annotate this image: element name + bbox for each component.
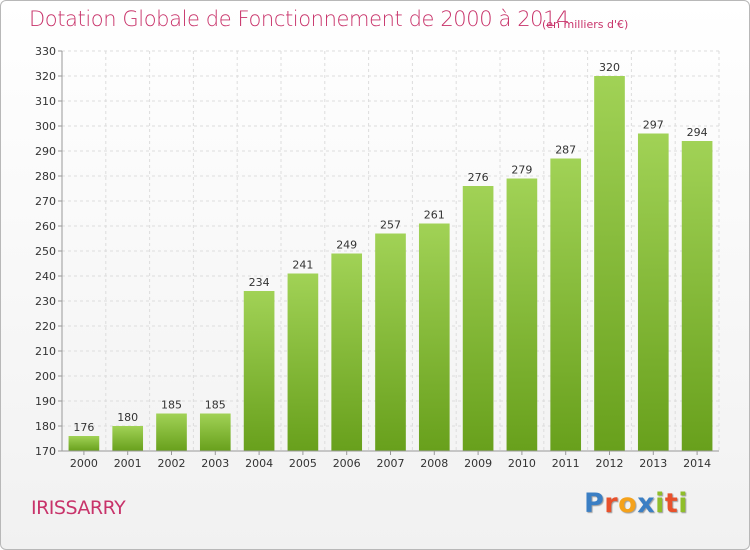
x-tick-label: 2002 [158,457,186,470]
chart-subtitle: (en milliers d'€) [542,18,629,31]
logo-letter: i [678,488,689,519]
bar [594,76,625,451]
labels: 170 180 190 200 210 220 230 240 250 260 270 280 290 3… [35,45,711,470]
x-tick-label: 2000 [70,457,98,470]
data-label: 185 [161,399,182,412]
commune-name: IRISSARRY [31,497,126,519]
data-label: 279 [511,164,532,177]
bar [331,253,363,451]
y-tick-label: 270 [35,195,56,208]
data-label: 261 [424,209,445,222]
y-tick-label: 220 [35,320,56,333]
logo-letter: i [655,488,665,519]
proxiti-logo: Proxiti [584,488,688,519]
bar [550,158,582,451]
x-tick-label: 2011 [552,457,580,470]
logo-letter: P [584,488,605,519]
bar [287,273,319,451]
x-tick-label: 2014 [683,457,711,470]
y-tick-label: 230 [35,295,56,308]
logo-letter: t [664,488,679,519]
bar [68,436,100,451]
bar [243,291,275,451]
x-tick-label: 2004 [245,457,273,470]
bar [199,413,231,451]
data-label: 287 [555,144,576,157]
y-tick-label: 180 [35,420,56,433]
bar [112,426,144,451]
y-tick-label: 280 [35,170,56,183]
bar [681,141,713,451]
y-tick-label: 170 [35,445,56,458]
bar [506,178,538,451]
logo-letter: x [637,488,656,519]
y-tick-label: 260 [35,220,56,233]
x-tick-label: 2005 [289,457,317,470]
x-tick-label: 2007 [377,457,405,470]
data-label: 185 [205,399,226,412]
axes [58,50,719,455]
data-label: 294 [687,126,708,139]
y-tick-label: 300 [35,120,56,133]
y-tick-label: 210 [35,345,56,358]
y-tick-label: 320 [35,70,56,83]
data-label: 297 [643,119,664,132]
bar [418,223,450,451]
y-tick-label: 310 [35,95,56,108]
y-tick-label: 200 [35,370,56,383]
bars [68,76,713,451]
data-label: 180 [117,411,138,424]
y-tick-label: 250 [35,245,56,258]
y-tick-label: 190 [35,395,56,408]
y-tick-label: 240 [35,270,56,283]
bar [156,413,187,451]
data-label: 276 [468,171,489,184]
x-tick-label: 2009 [464,457,492,470]
bar [375,233,406,451]
data-label: 320 [599,61,620,74]
x-tick-label: 2013 [639,457,667,470]
logo-letter: o [618,488,638,519]
y-tick-label: 290 [35,145,56,158]
x-tick-label: 2012 [596,457,624,470]
data-label: 249 [336,239,357,252]
logo-letter: r [604,488,619,519]
x-tick-label: 2008 [420,457,448,470]
bar [637,133,669,451]
chart-title: Dotation Globale de Fonctionnement de 20… [29,7,570,31]
x-tick-label: 2010 [508,457,536,470]
x-tick-label: 2001 [114,457,142,470]
data-label: 234 [249,276,270,289]
bar [462,186,494,451]
data-label: 241 [292,259,313,272]
x-tick-label: 2003 [201,457,229,470]
y-tick-label: 330 [35,45,56,58]
data-label: 176 [73,421,94,434]
data-label: 257 [380,219,401,232]
x-tick-label: 2006 [333,457,361,470]
